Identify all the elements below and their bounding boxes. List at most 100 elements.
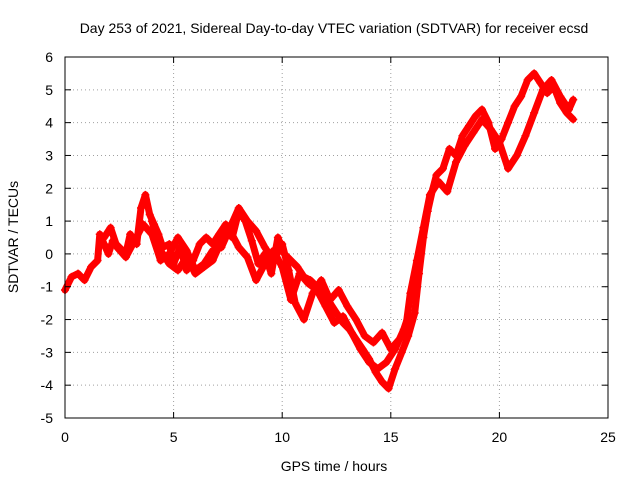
data-point xyxy=(378,328,387,337)
y-tick-label: -3 xyxy=(41,344,54,360)
data-point xyxy=(547,75,556,84)
y-tick-label: -1 xyxy=(41,279,54,295)
data-point xyxy=(373,364,382,373)
data-point xyxy=(356,345,365,354)
y-tick-label: 1 xyxy=(45,213,53,229)
data-point xyxy=(234,243,243,252)
data-point xyxy=(267,269,276,278)
data-point xyxy=(67,272,76,281)
data-point xyxy=(491,144,500,153)
data-point xyxy=(536,79,545,88)
data-point xyxy=(384,384,393,393)
data-point xyxy=(460,141,469,150)
x-tick-label: 25 xyxy=(600,429,616,445)
data-point xyxy=(530,69,539,78)
data-point xyxy=(156,246,165,255)
data-point xyxy=(317,276,326,285)
data-point xyxy=(299,315,308,324)
data-point xyxy=(215,230,224,239)
y-tick-label: -2 xyxy=(41,312,54,328)
data-point xyxy=(495,138,504,147)
data-point xyxy=(391,364,400,373)
x-axis-label: GPS time / hours xyxy=(281,458,388,474)
data-point xyxy=(397,348,406,357)
data-point xyxy=(443,187,452,196)
data-point xyxy=(521,131,530,140)
data-point xyxy=(165,259,174,268)
data-point xyxy=(391,345,400,354)
y-tick-label: -4 xyxy=(41,377,54,393)
y-tick-label: 2 xyxy=(45,180,53,196)
data-series xyxy=(147,217,413,373)
data-point xyxy=(451,158,460,167)
data-point xyxy=(243,253,252,262)
data-point xyxy=(74,269,83,278)
data-point xyxy=(247,236,256,245)
data-point xyxy=(269,246,278,255)
data-point xyxy=(438,164,447,173)
data-point xyxy=(569,95,578,104)
data-point xyxy=(182,266,191,275)
data-point xyxy=(504,164,513,173)
data-point xyxy=(347,328,356,337)
data-point xyxy=(412,256,421,265)
data-point xyxy=(291,299,300,308)
y-tick-label: -5 xyxy=(41,410,54,426)
data-point xyxy=(458,131,467,140)
data-point xyxy=(252,276,261,285)
data-point xyxy=(182,253,191,262)
data-point xyxy=(406,289,415,298)
y-tick-label: 3 xyxy=(45,147,53,163)
data-point xyxy=(130,236,139,245)
data-point xyxy=(538,85,547,94)
data-point xyxy=(471,112,480,121)
x-tick-label: 5 xyxy=(170,429,178,445)
data-point xyxy=(139,220,148,229)
data-point xyxy=(147,217,156,226)
data-point xyxy=(260,243,269,252)
series-layer xyxy=(61,69,578,393)
data-point xyxy=(141,190,150,199)
y-tick-label: 4 xyxy=(45,115,53,131)
axis-tick-labels: 0 5 10 15 20 25 -5 -4 -3 -2 -1 0 1 2 3 4 5 6 xyxy=(41,49,616,445)
data-point xyxy=(486,125,495,134)
data-point xyxy=(321,302,330,311)
y-tick-label: 6 xyxy=(45,49,53,65)
data-point xyxy=(399,325,408,334)
data-point xyxy=(404,331,413,340)
x-tick-label: 0 xyxy=(61,429,69,445)
data-point xyxy=(252,226,261,235)
data-point xyxy=(113,243,122,252)
data-point xyxy=(202,233,211,242)
data-point xyxy=(504,118,513,127)
data-point xyxy=(382,358,391,367)
data-point xyxy=(419,223,428,232)
data-point xyxy=(512,151,521,160)
data-point xyxy=(410,308,419,317)
data-point xyxy=(173,266,182,275)
data-point xyxy=(425,190,434,199)
data-point xyxy=(295,269,304,278)
data-point xyxy=(332,308,341,317)
data-point xyxy=(293,263,302,272)
data-point xyxy=(330,318,339,327)
data-point xyxy=(569,115,578,124)
x-tick-label: 15 xyxy=(383,429,399,445)
y-tick-label: 5 xyxy=(45,82,53,98)
data-point xyxy=(556,92,565,101)
data-point xyxy=(334,286,343,295)
y-tick-label: 0 xyxy=(45,246,53,262)
axis-ticks xyxy=(64,56,609,419)
data-point xyxy=(339,312,348,321)
data-point xyxy=(80,276,89,285)
data-point xyxy=(217,236,226,245)
data-point xyxy=(564,105,573,114)
data-point xyxy=(404,312,413,321)
data-point xyxy=(343,302,352,311)
data-point xyxy=(378,377,387,386)
data-point xyxy=(191,269,200,278)
data-point xyxy=(208,256,217,265)
data-point xyxy=(325,295,334,304)
